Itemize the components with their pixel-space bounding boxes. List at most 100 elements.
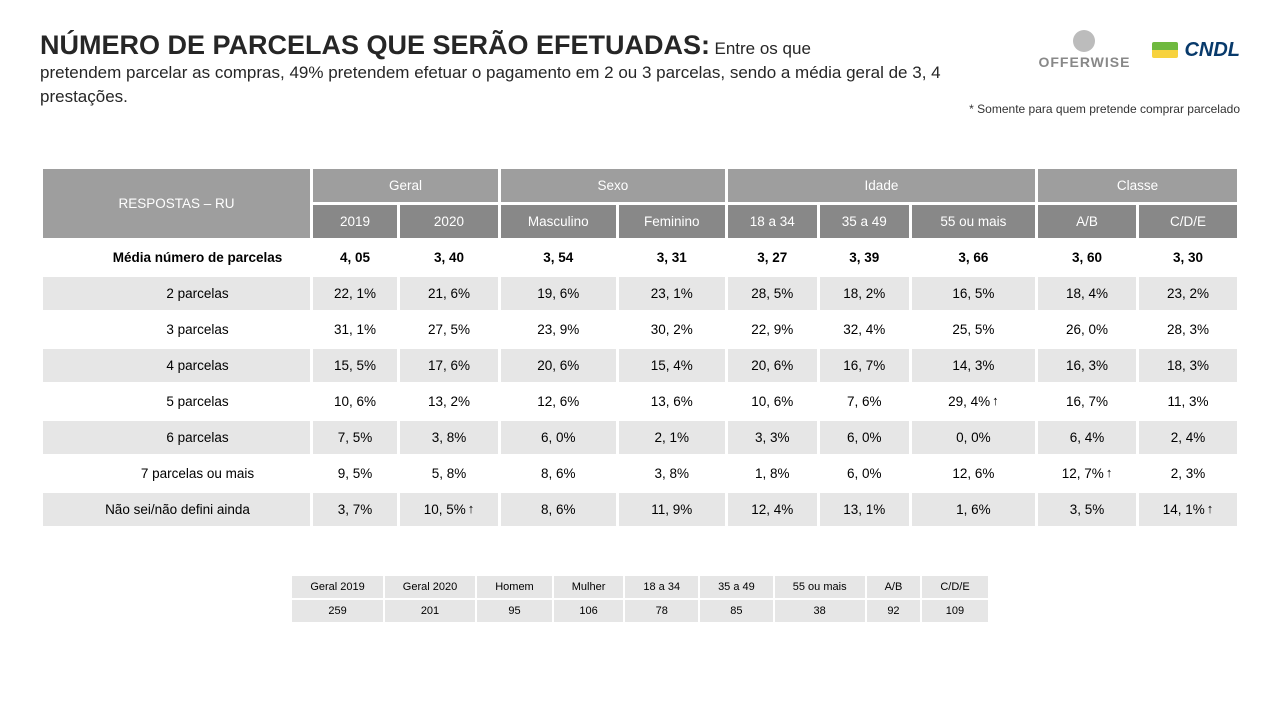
arrow-up-icon: ↑ bbox=[468, 501, 475, 516]
cell: 3, 3% bbox=[726, 420, 818, 456]
cell: 13, 2% bbox=[398, 384, 499, 420]
cell: 19, 6% bbox=[499, 276, 617, 312]
bottom-value: 92 bbox=[866, 599, 922, 623]
cell: 18, 4% bbox=[1037, 276, 1138, 312]
cell: 8, 6% bbox=[499, 456, 617, 492]
bottom-header: 18 a 34 bbox=[624, 575, 699, 599]
cell: 1, 6% bbox=[910, 492, 1036, 528]
cell: 3, 54 bbox=[499, 240, 617, 276]
group-header: Sexo bbox=[499, 168, 726, 204]
cell: 3, 60 bbox=[1037, 240, 1138, 276]
cell: 17, 6% bbox=[398, 348, 499, 384]
cell: 30, 2% bbox=[617, 312, 726, 348]
cell: 1, 8% bbox=[726, 456, 818, 492]
sub-header: Masculino bbox=[499, 204, 617, 240]
bottom-value: 201 bbox=[384, 599, 476, 623]
cell: 9, 5% bbox=[312, 456, 399, 492]
sub-header: 55 ou mais bbox=[910, 204, 1036, 240]
cell: 18, 2% bbox=[818, 276, 910, 312]
respostas-header: RESPOSTAS – RU bbox=[42, 168, 312, 240]
cell: 10, 5%↑ bbox=[398, 492, 499, 528]
table-body: Média número de parcelas4, 053, 403, 543… bbox=[42, 240, 1239, 528]
arrow-up-icon: ↑ bbox=[992, 393, 999, 408]
logos: OFFERWISE CNDL * Somente para quem prete… bbox=[969, 30, 1240, 116]
cell: 4, 05 bbox=[312, 240, 399, 276]
sub-header: 18 a 34 bbox=[726, 204, 818, 240]
cell: 11, 3% bbox=[1138, 384, 1239, 420]
cndl-logo: CNDL bbox=[1152, 39, 1240, 62]
cell: 28, 3% bbox=[1138, 312, 1239, 348]
cell: 3, 30 bbox=[1138, 240, 1239, 276]
group-header: Classe bbox=[1037, 168, 1239, 204]
table-head: RESPOSTAS – RUGeralSexoIdadeClasse201920… bbox=[42, 168, 1239, 240]
cell: 6, 0% bbox=[818, 456, 910, 492]
cell: 5, 8% bbox=[398, 456, 499, 492]
sub-header: Feminino bbox=[617, 204, 726, 240]
offerwise-logo: OFFERWISE bbox=[1038, 30, 1130, 70]
cell: 10, 6% bbox=[312, 384, 399, 420]
cell: 6, 4% bbox=[1037, 420, 1138, 456]
cell: 11, 9% bbox=[617, 492, 726, 528]
cell: 13, 6% bbox=[617, 384, 726, 420]
subtitle-rest: pretendem parcelar as compras, 49% prete… bbox=[40, 61, 960, 109]
sub-header: 35 a 49 bbox=[818, 204, 910, 240]
cell: 16, 5% bbox=[910, 276, 1036, 312]
bottom-table: Geral 2019Geral 2020HomemMulher18 a 3435… bbox=[290, 574, 989, 624]
cell: 3, 39 bbox=[818, 240, 910, 276]
cell: 13, 1% bbox=[818, 492, 910, 528]
bottom-value: 109 bbox=[921, 599, 988, 623]
bottom-value: 85 bbox=[699, 599, 774, 623]
cell: 8, 6% bbox=[499, 492, 617, 528]
bottom-header: Mulher bbox=[553, 575, 625, 599]
cell: 6, 0% bbox=[499, 420, 617, 456]
sub-header: C/D/E bbox=[1138, 204, 1239, 240]
bottom-header: 35 a 49 bbox=[699, 575, 774, 599]
header: NÚMERO DE PARCELAS QUE SERÃO EFETUADAS: … bbox=[40, 30, 1240, 116]
cell: 12, 7%↑ bbox=[1037, 456, 1138, 492]
cell: 20, 6% bbox=[726, 348, 818, 384]
cell: 3, 8% bbox=[617, 456, 726, 492]
page-title: NÚMERO DE PARCELAS QUE SERÃO EFETUADAS: bbox=[40, 30, 710, 60]
table-row: 3 parcelas31, 1%27, 5%23, 9%30, 2%22, 9%… bbox=[42, 312, 1239, 348]
cell: 23, 1% bbox=[617, 276, 726, 312]
row-label: 6 parcelas bbox=[42, 420, 312, 456]
bottom-header: Geral 2019 bbox=[291, 575, 383, 599]
bottom-header: C/D/E bbox=[921, 575, 988, 599]
cell: 16, 7% bbox=[818, 348, 910, 384]
cell: 2, 4% bbox=[1138, 420, 1239, 456]
cell: 23, 9% bbox=[499, 312, 617, 348]
row-label: 7 parcelas ou mais bbox=[42, 456, 312, 492]
cell: 2, 3% bbox=[1138, 456, 1239, 492]
cell: 3, 31 bbox=[617, 240, 726, 276]
cell: 6, 0% bbox=[818, 420, 910, 456]
sub-header: 2020 bbox=[398, 204, 499, 240]
table-row: 4 parcelas15, 5%17, 6%20, 6%15, 4%20, 6%… bbox=[42, 348, 1239, 384]
cell: 12, 6% bbox=[499, 384, 617, 420]
cell: 3, 7% bbox=[312, 492, 399, 528]
bottom-value-row: 2592019510678853892109 bbox=[291, 599, 988, 623]
cell: 16, 7% bbox=[1037, 384, 1138, 420]
row-label: 4 parcelas bbox=[42, 348, 312, 384]
cell: 32, 4% bbox=[818, 312, 910, 348]
cell: 26, 0% bbox=[1037, 312, 1138, 348]
sub-header: A/B bbox=[1037, 204, 1138, 240]
cell: 18, 3% bbox=[1138, 348, 1239, 384]
cell: 7, 5% bbox=[312, 420, 399, 456]
bottom-value: 78 bbox=[624, 599, 699, 623]
cndl-text: CNDL bbox=[1184, 39, 1240, 62]
cell: 14, 1%↑ bbox=[1138, 492, 1239, 528]
cell: 22, 1% bbox=[312, 276, 399, 312]
cell: 15, 4% bbox=[617, 348, 726, 384]
bottom-value: 38 bbox=[774, 599, 866, 623]
cell: 7, 6% bbox=[818, 384, 910, 420]
cell: 20, 6% bbox=[499, 348, 617, 384]
title-block: NÚMERO DE PARCELAS QUE SERÃO EFETUADAS: … bbox=[40, 30, 960, 109]
table-row: 7 parcelas ou mais9, 5%5, 8%8, 6%3, 8%1,… bbox=[42, 456, 1239, 492]
cell: 14, 3% bbox=[910, 348, 1036, 384]
row-label: 2 parcelas bbox=[42, 276, 312, 312]
footnote: * Somente para quem pretende comprar par… bbox=[969, 102, 1240, 116]
cell: 22, 9% bbox=[726, 312, 818, 348]
table-row: Média número de parcelas4, 053, 403, 543… bbox=[42, 240, 1239, 276]
cndl-flag-icon bbox=[1152, 42, 1178, 58]
cell: 27, 5% bbox=[398, 312, 499, 348]
